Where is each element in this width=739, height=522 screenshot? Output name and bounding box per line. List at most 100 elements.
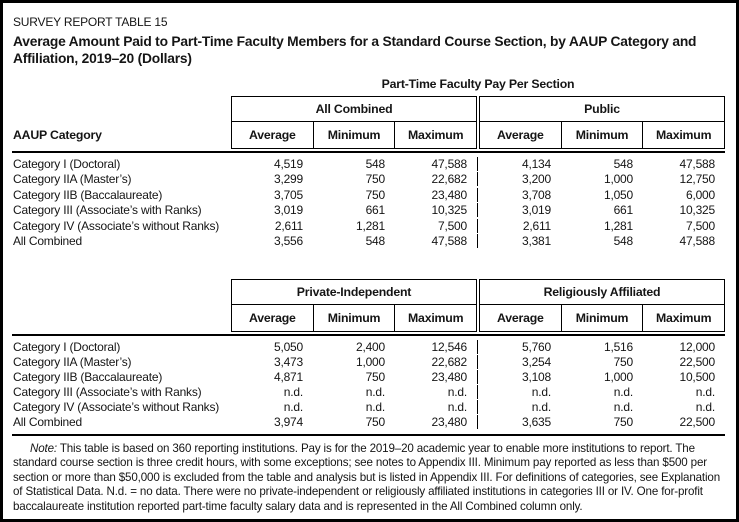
subheader-row: Average Minimum Maximum — [480, 305, 724, 331]
cell: 1,000 — [603, 172, 633, 187]
cell: 5,760 — [477, 339, 561, 354]
column-header-average: Average — [496, 128, 544, 142]
cell: 3,381 — [477, 234, 561, 249]
cell: 1,000 — [603, 369, 633, 384]
cell: 3,473 — [273, 354, 303, 369]
group-title: Religiously Affiliated — [480, 280, 724, 305]
cell: 548 — [365, 156, 386, 171]
group-all-combined: All Combined Average Minimum Maximum — [231, 96, 477, 149]
cell: 10,325 — [679, 203, 715, 218]
column-header-average: Average — [248, 311, 296, 325]
table-row: Category III (Associate’s with Ranks) 3,… — [12, 203, 727, 219]
cell: 3,708 — [477, 187, 561, 202]
aaup-category-header: AAUP Category — [13, 128, 102, 142]
cell: 1,050 — [603, 187, 633, 202]
cell: 47,588 — [431, 234, 467, 249]
cell: 22,500 — [679, 354, 715, 369]
cell: 7,500 — [437, 218, 467, 233]
cell: 548 — [365, 234, 386, 249]
group-title: All Combined — [232, 97, 476, 122]
table-row: Category III (Associate’s with Ranks) n.… — [12, 384, 727, 399]
cell: 3,254 — [477, 354, 561, 369]
cell: 750 — [365, 369, 386, 384]
column-header-maximum: Maximum — [394, 305, 476, 331]
note-label: Note: — [30, 442, 57, 455]
pay-table-private-religious: Private-Independent Average Minimum Maxi… — [12, 279, 727, 436]
row-label: Category III (Associate’s with Ranks) — [13, 203, 202, 218]
cell: 3,019 — [477, 203, 561, 218]
table-row: All Combined 3,974 750 23,480 3,635 750 … — [12, 414, 727, 429]
column-header-maximum: Maximum — [642, 305, 724, 331]
cell: 3,556 — [273, 234, 303, 249]
cell: 12,000 — [679, 339, 715, 354]
row-label: Category IIA (Master’s) — [13, 172, 132, 187]
table-row: Category I (Doctoral) 4,519 548 47,588 4… — [12, 156, 727, 172]
row-label: Category IV (Associate’s without Ranks) — [13, 218, 220, 233]
table1-body: Category I (Doctoral) 4,519 548 47,588 4… — [12, 156, 727, 249]
cell: n.d. — [613, 399, 633, 414]
group-public: Public Average Minimum Maximum — [479, 96, 725, 149]
table2-header: Private-Independent Average Minimum Maxi… — [12, 279, 727, 332]
cell: 4,134 — [477, 156, 561, 171]
cell: 23,480 — [431, 187, 467, 202]
cell: 2,611 — [274, 218, 303, 233]
cell: 47,588 — [679, 234, 715, 249]
cell: 23,480 — [431, 414, 467, 429]
row-label: All Combined — [13, 234, 82, 249]
cell: n.d. — [283, 399, 303, 414]
table-bottom-rule — [12, 434, 725, 436]
cell: 750 — [365, 172, 386, 187]
cell: 7,500 — [685, 218, 715, 233]
row-label: Category IIA (Master’s) — [13, 354, 132, 369]
cell: 1,516 — [603, 339, 633, 354]
cell: 3,299 — [273, 172, 303, 187]
cell: 47,588 — [679, 156, 715, 171]
pay-table-all-combined-public: AAUP Category All Combined Average Minim… — [12, 96, 727, 249]
header-rule — [12, 151, 725, 153]
figure-content: SURVEY REPORT TABLE 15 Average Amount Pa… — [3, 3, 736, 514]
cell: 4,519 — [273, 156, 303, 171]
cell: 3,019 — [273, 203, 303, 218]
cell: 1,281 — [603, 218, 633, 233]
group-private-independent: Private-Independent Average Minimum Maxi… — [231, 279, 477, 332]
cell: 3,635 — [477, 414, 561, 429]
row-label-header-blank — [12, 279, 231, 332]
column-header-maximum: Maximum — [642, 122, 724, 148]
cell: 750 — [365, 187, 386, 202]
subheader-row: Average Minimum Maximum — [480, 122, 724, 148]
table-row: Category IIB (Baccalaureate) 3,705 750 2… — [12, 187, 727, 203]
table-row: Category IIB (Baccalaureate) 4,871 750 2… — [12, 369, 727, 384]
table-row: Category IIA (Master’s) 3,299 750 22,682… — [12, 172, 727, 188]
cell: 5,050 — [273, 339, 303, 354]
cell: 661 — [365, 203, 386, 218]
cell: 661 — [613, 203, 634, 218]
cell: 3,108 — [477, 369, 561, 384]
cell: 548 — [613, 156, 634, 171]
row-label: Category IIB (Baccalaureate) — [13, 187, 163, 202]
cell: n.d. — [365, 399, 385, 414]
note-text: This table is based on 360 reporting ins… — [13, 442, 721, 513]
cell: 10,500 — [679, 369, 715, 384]
cell: 3,200 — [477, 172, 561, 187]
cell: 1,281 — [355, 218, 385, 233]
pay-per-section-label: Part-Time Faculty Pay Per Section — [381, 77, 575, 91]
cell: n.d. — [695, 384, 715, 399]
table1-header: AAUP Category All Combined Average Minim… — [12, 96, 727, 149]
group-title: Private-Independent — [232, 280, 476, 305]
row-label: Category I (Doctoral) — [13, 156, 121, 171]
cell: 4,871 — [273, 369, 303, 384]
cell: 10,325 — [431, 203, 467, 218]
cell: 12,546 — [431, 339, 467, 354]
table2-body: Category I (Doctoral) 5,050 2,400 12,546… — [12, 339, 727, 434]
cell: n.d. — [695, 399, 715, 414]
table-row: All Combined 3,556 548 47,588 3,381 548 … — [12, 234, 727, 250]
row-label: All Combined — [13, 414, 82, 429]
cell: 2,611 — [477, 218, 561, 233]
column-header-minimum: Minimum — [560, 122, 643, 148]
table-row: Category IV (Associate’s without Ranks) … — [12, 218, 727, 234]
cell: 1,000 — [355, 354, 385, 369]
cell: 548 — [613, 234, 634, 249]
column-header-minimum: Minimum — [312, 122, 395, 148]
group-religiously-affiliated: Religiously Affiliated Average Minimum M… — [479, 279, 725, 332]
